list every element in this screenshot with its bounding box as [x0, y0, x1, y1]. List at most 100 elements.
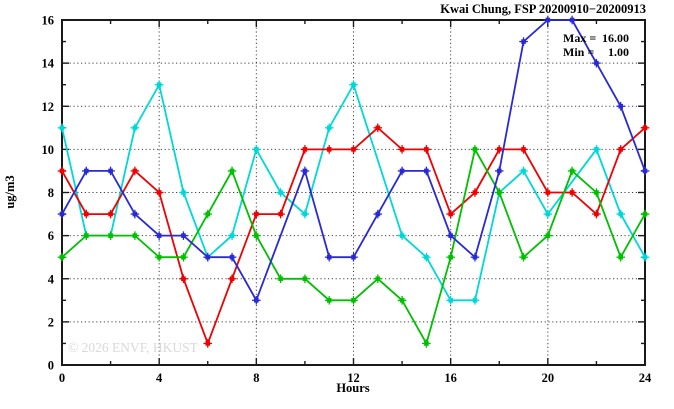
chart-title: Kwai Chung, FSP 20200910−20200913 [440, 2, 646, 16]
data-point-blue [179, 231, 188, 240]
data-point-blue [252, 296, 261, 305]
data-point-blue [422, 166, 431, 176]
data-point-cyan [154, 80, 164, 89]
data-point-cyan [349, 80, 358, 89]
data-point-green [470, 145, 480, 154]
series-layer [57, 15, 650, 348]
data-point-blue [57, 209, 67, 219]
data-point-blue [154, 231, 164, 240]
series-line-green [61, 146, 646, 346]
data-point-green [592, 188, 601, 197]
data-point-blue [470, 252, 480, 262]
data-point-cyan [592, 145, 601, 154]
data-point-blue [203, 252, 213, 262]
data-point-red [640, 123, 650, 133]
x-axis-label: Hours [336, 381, 369, 395]
data-point-red [616, 145, 626, 154]
y-axis-label: ug/m3 [3, 175, 17, 208]
watermark: © 2026 ENVF, HKUST [68, 340, 199, 355]
y-tick-label: 0 [48, 359, 54, 373]
y-tick-label: 6 [48, 229, 54, 243]
x-tick-label: 16 [444, 371, 457, 385]
data-point-cyan [130, 123, 140, 133]
data-point-cyan [300, 209, 310, 219]
data-point-cyan [519, 166, 528, 176]
data-point-blue [640, 166, 650, 176]
data-point-blue [592, 58, 601, 68]
data-point-cyan [640, 252, 650, 262]
data-point-red [300, 145, 310, 154]
data-point-red [179, 274, 188, 284]
data-point-green [640, 209, 650, 219]
data-point-red [422, 145, 431, 154]
x-tick-label: 8 [253, 371, 259, 385]
data-point-cyan [227, 231, 237, 240]
x-tick-label: 12 [347, 371, 360, 385]
data-point-green [567, 166, 577, 176]
data-point-red [203, 339, 213, 348]
data-point-green [57, 252, 67, 262]
data-point-blue [373, 209, 383, 219]
data-point-cyan [543, 209, 553, 219]
data-point-green [300, 274, 310, 284]
data-point-blue [519, 37, 528, 46]
y-tick-label: 2 [48, 315, 54, 329]
data-point-cyan [276, 188, 285, 197]
x-tick-label: 20 [542, 371, 555, 385]
data-point-blue [397, 166, 407, 176]
data-point-green [494, 188, 504, 197]
data-point-cyan [179, 188, 188, 197]
max-stat-value: 16.00 [602, 31, 629, 45]
data-point-red [106, 209, 115, 219]
data-point-green [106, 231, 115, 240]
min-stat-label: Min = [563, 45, 594, 59]
data-point-red [130, 166, 140, 176]
data-point-green [616, 252, 626, 262]
data-point-red [81, 209, 91, 219]
data-point-cyan [252, 145, 261, 154]
data-point-red [57, 166, 67, 176]
data-point-cyan [397, 231, 407, 240]
data-point-green [179, 252, 188, 262]
data-point-green [203, 209, 213, 219]
data-point-blue [227, 252, 237, 262]
y-tick-label: 16 [42, 14, 55, 28]
data-point-green [252, 231, 261, 240]
data-point-red [349, 145, 358, 154]
data-point-red [154, 188, 164, 197]
data-point-green [543, 231, 553, 240]
y-tick-label: 4 [48, 272, 55, 286]
x-tick-label: 0 [59, 371, 65, 385]
grid-layer [62, 20, 645, 365]
data-point-blue [349, 252, 358, 262]
y-tick-label: 10 [42, 143, 55, 157]
max-stat-label: Max = [563, 31, 596, 45]
y-tick-label: 12 [42, 100, 55, 114]
data-point-green [276, 274, 285, 284]
data-point-cyan [324, 123, 334, 133]
data-point-red [373, 123, 383, 133]
data-point-green [446, 252, 455, 262]
data-point-green [227, 166, 237, 176]
y-tick-label: 8 [48, 186, 54, 200]
data-point-cyan [57, 123, 67, 133]
data-point-red [592, 209, 601, 219]
x-tick-label: 24 [639, 371, 652, 385]
data-point-red [567, 188, 577, 197]
data-point-red [324, 145, 334, 154]
data-point-red [397, 145, 407, 154]
data-point-green [130, 231, 140, 240]
min-stat-value: 1.00 [608, 45, 629, 59]
data-point-green [349, 296, 358, 305]
data-point-blue [494, 166, 504, 176]
data-point-blue [543, 15, 553, 25]
data-point-green [397, 296, 407, 305]
data-point-green [519, 252, 528, 262]
data-point-cyan [616, 209, 626, 219]
data-point-red [470, 188, 480, 197]
y-tick-label: 14 [42, 57, 55, 71]
data-point-red [252, 209, 261, 219]
